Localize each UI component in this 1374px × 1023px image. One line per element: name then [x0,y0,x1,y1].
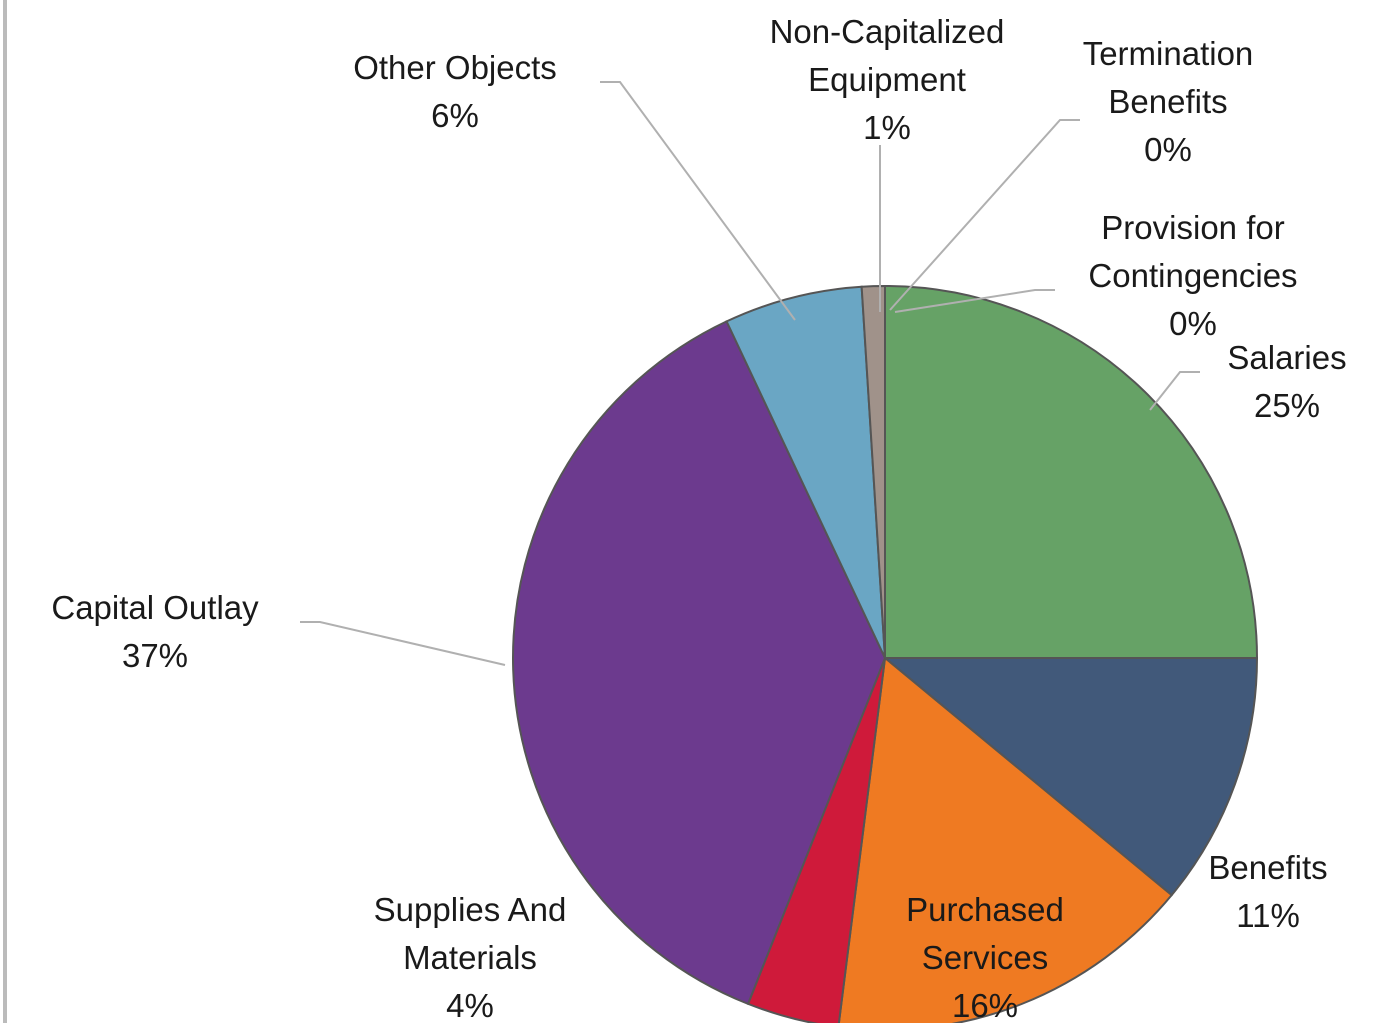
leader-lines [300,81,1200,666]
slice-label: Supplies And Materials 4% [330,886,610,1023]
slice-name: Termination Benefits [1082,35,1254,120]
leader-line [600,81,796,321]
pie-slice [512,320,887,1006]
slice-name: Supplies And Materials [373,891,567,976]
leader-line [894,289,1055,313]
pie-slice [882,657,1259,897]
pie-slice [884,284,1259,659]
pie-slice [837,656,1174,1023]
slice-label: Other Objects 6% [305,44,605,140]
slice-name: Non-Capitalized Equipment [769,13,1005,98]
leader-line [889,119,1080,311]
slice-label: Non-Capitalized Equipment 1% [722,8,1052,152]
slice-name: Other Objects [353,49,557,86]
slice-name: Purchased Services [906,891,1064,976]
slice-name: Provision for Contingencies [1088,209,1298,294]
slice-label: Purchased Services 16% [865,886,1105,1023]
slice-value: 0% [1169,305,1217,342]
slice-value: 6% [431,97,479,134]
pie-slice [725,285,886,659]
slice-value: 0% [1144,131,1192,168]
leader-line [1149,371,1200,411]
slice-label: Benefits 11% [1158,844,1374,940]
slice-value: 1% [863,109,911,146]
leader-line [300,621,506,666]
slice-name: Benefits [1208,849,1328,886]
slice-name: Capital Outlay [51,589,259,626]
slice-value: 16% [951,987,1019,1023]
slice-label: Provision for Contingencies 0% [1043,204,1343,348]
slice-label: Salaries 25% [1157,334,1374,430]
slice-value: 25% [1253,387,1321,424]
slice-label: Capital Outlay 37% [5,584,305,680]
slice-value: 11% [1236,897,1300,934]
slice-name: Salaries [1227,339,1347,376]
slice-label: Termination Benefits 0% [1028,30,1308,174]
slice-value: 4% [446,987,494,1023]
slice-value: 37% [121,637,189,674]
